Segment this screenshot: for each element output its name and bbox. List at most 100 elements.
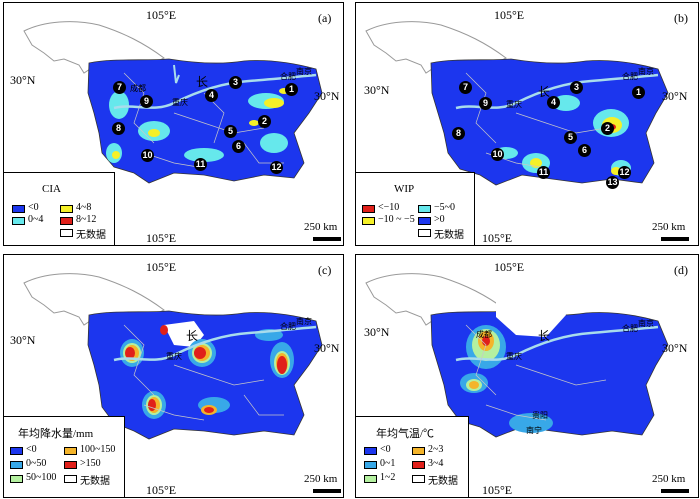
legend-swatch xyxy=(60,217,73,225)
city-label: 重庆 xyxy=(506,100,522,109)
site-marker: 12 xyxy=(270,161,283,174)
site-marker: 8 xyxy=(112,122,125,135)
panel-b: (b) 105°E 30°N 30°N 105°E 合肥 南京 重庆 长 1 2… xyxy=(355,2,699,246)
legend-label: 无数据 xyxy=(428,476,458,487)
city-label: 长 xyxy=(538,85,551,99)
city-label: 重庆 xyxy=(506,352,522,361)
legend-swatch xyxy=(10,475,23,483)
nodata-hole xyxy=(164,321,204,347)
city-label: 成都 xyxy=(476,330,492,339)
legend-swatch xyxy=(12,205,25,213)
city-label: 南京 xyxy=(296,67,312,76)
scale-bar xyxy=(313,237,341,241)
panel-a: (a) 105°E 30°N 30°N 105°E 合肥 南京 成都 重庆 长 … xyxy=(3,2,344,246)
site-marker: 10 xyxy=(491,148,504,161)
site-marker: 8 xyxy=(452,127,465,140)
site-marker: 1 xyxy=(285,83,298,96)
lon-bottom-label: 105°E xyxy=(146,231,177,245)
city-label: 合肥 xyxy=(622,72,638,81)
panel-c: (c) 105°E 30°N 30°N 105°E 合肥 南京 重庆 长 年均降… xyxy=(3,254,344,498)
site-marker: 12 xyxy=(618,166,631,179)
city-label: 贵阳 xyxy=(532,411,548,420)
legend-swatch xyxy=(412,461,425,469)
legend-label: −5~0 xyxy=(434,202,456,213)
site-marker: 6 xyxy=(232,140,245,153)
lat-right-label: 30°N xyxy=(662,89,688,103)
legend: 年均气温/℃ <0 2~3 0~1 3~4 1~2 无数据 xyxy=(356,416,469,497)
legend-label: 0~1 xyxy=(380,458,396,469)
legend-title: 年均降水量/mm xyxy=(18,428,94,440)
legend: 年均降水量/mm <0 100~150 0~50 >150 50~100 无数据 xyxy=(4,416,125,497)
nodata-hole xyxy=(496,297,566,337)
legend-swatch xyxy=(362,217,375,225)
legend-label: 2~3 xyxy=(428,444,444,455)
legend-label: >150 xyxy=(80,458,101,469)
city-label: 合肥 xyxy=(622,324,638,333)
lat-right-label: 30°N xyxy=(314,89,340,103)
legend-title: WIP xyxy=(394,183,415,195)
lat-left-label: 30°N xyxy=(10,73,36,87)
site-marker: 2 xyxy=(258,115,271,128)
city-label: 南京 xyxy=(638,319,654,328)
legend-swatch xyxy=(412,447,425,455)
legend-label: <0 xyxy=(26,444,37,455)
legend-swatch xyxy=(10,447,23,455)
legend-label: 无数据 xyxy=(434,230,464,241)
lat-left-label: 30°N xyxy=(364,83,390,97)
city-label: 合肥 xyxy=(280,72,296,81)
legend-swatch xyxy=(60,205,73,213)
lon-top-label: 105°E xyxy=(146,8,177,22)
site-marker: 3 xyxy=(570,81,583,94)
city-label: 长 xyxy=(196,75,209,89)
lat-left-label: 30°N xyxy=(10,333,36,347)
city-label: 长 xyxy=(186,329,199,343)
city-label: 合肥 xyxy=(280,322,296,331)
site-marker: 2 xyxy=(601,122,614,135)
legend-label: −10 ~ −5 xyxy=(378,214,415,225)
legend-label: 0~50 xyxy=(26,458,47,469)
legend-label: 100~150 xyxy=(80,444,116,455)
legend-label: >0 xyxy=(434,214,445,225)
city-label: 南京 xyxy=(638,67,654,76)
site-marker: 4 xyxy=(205,89,218,102)
legend-swatch xyxy=(64,447,77,455)
scale-bar xyxy=(313,489,341,493)
legend-swatch xyxy=(12,217,25,225)
legend-swatch xyxy=(64,461,77,469)
site-marker: 5 xyxy=(224,125,237,138)
scale-label: 250 km xyxy=(652,221,686,233)
legend-label: 8~12 xyxy=(76,214,97,225)
site-marker: 9 xyxy=(479,97,492,110)
scale-label: 250 km xyxy=(652,473,686,485)
legend-swatch xyxy=(10,461,23,469)
map-d xyxy=(365,273,669,438)
lat-right-label: 30°N xyxy=(662,341,688,355)
site-marker: 5 xyxy=(564,131,577,144)
site-marker: 7 xyxy=(113,81,126,94)
legend-label: 0~4 xyxy=(28,214,44,225)
panel-letter: (a) xyxy=(318,11,332,25)
basin-fill xyxy=(430,58,669,186)
legend-label: 无数据 xyxy=(76,230,106,241)
legend-label: <0 xyxy=(380,444,391,455)
legend-label: 3~4 xyxy=(428,458,444,469)
legend-swatch xyxy=(364,447,377,455)
city-label: 南京 xyxy=(296,317,312,326)
panel-d: (d) 105°E 30°N 30°N 105°E 合肥 南京 成都 重庆 长 … xyxy=(355,254,699,498)
city-label: 南宁 xyxy=(526,426,542,435)
lon-bottom-label: 105°E xyxy=(146,483,177,497)
city-label: 长 xyxy=(538,329,551,343)
panel-letter: (b) xyxy=(674,11,688,25)
lon-top-label: 105°E xyxy=(494,8,525,22)
lat-left-label: 30°N xyxy=(364,325,390,339)
city-label: 重庆 xyxy=(172,98,188,107)
lon-bottom-label: 105°E xyxy=(482,483,513,497)
legend-title: CIA xyxy=(42,183,61,195)
site-marker: 11 xyxy=(537,166,550,179)
lon-top-label: 105°E xyxy=(146,260,177,274)
map-b xyxy=(365,21,669,186)
legend-swatch xyxy=(364,461,377,469)
lat-right-label: 30°N xyxy=(314,341,340,355)
lon-bottom-label: 105°E xyxy=(482,231,513,245)
legend-label: <−10 xyxy=(378,202,400,213)
